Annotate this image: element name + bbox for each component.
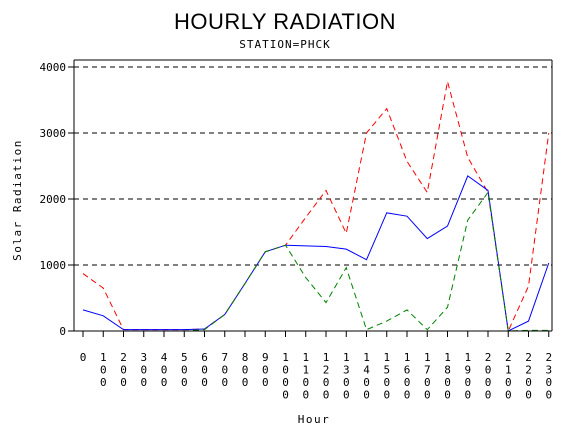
- series-lines: [82, 81, 550, 333]
- y-tick-label: 1000: [40, 259, 67, 272]
- x-tick-label: 0: [80, 351, 87, 364]
- x-tick-labels: 0 1 0 0 2 0 0 3 0 0 4 0 0 5 0 0 6 0 0 7 0 0 8 0 0 9 0 0 1 0 0 0 1 1 0 0 1 2 0 0…: [80, 351, 552, 402]
- series-line-1: [82, 81, 550, 333]
- y-axis-label: Solar Radiation: [11, 139, 24, 261]
- y-tick-label: 2000: [40, 193, 67, 206]
- series-line-2: [82, 175, 550, 332]
- axes: [68, 59, 553, 337]
- y-tick-label: 4000: [40, 61, 67, 74]
- y-tick-labels: 0 1000 2000 3000 4000: [40, 61, 67, 338]
- series-line-3: [83, 191, 549, 332]
- y-tick-label: 3000: [40, 127, 67, 140]
- x-axis-label: Hour: [298, 413, 331, 426]
- grid-lines: [74, 66, 552, 332]
- chart-subtitle: STATION=PHCK: [239, 38, 330, 51]
- chart-title: HOURLY RADIATION: [174, 9, 396, 34]
- y-tick-label: 0: [59, 325, 66, 338]
